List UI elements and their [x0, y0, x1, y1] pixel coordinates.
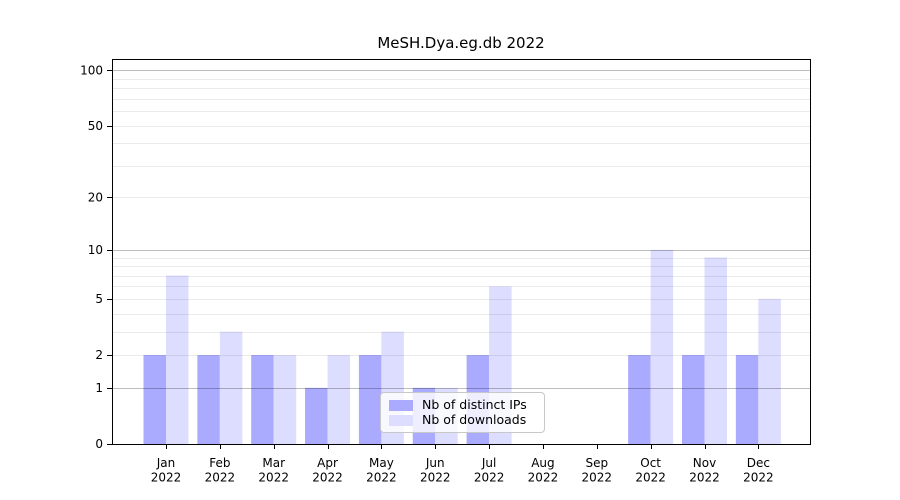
- y-tick-label: 10: [88, 243, 103, 257]
- bar-ips-1: [197, 355, 220, 444]
- x-tick-label-year: 2022: [528, 471, 559, 485]
- bar-ips-2: [251, 355, 274, 444]
- plot-border: [112, 59, 811, 445]
- x-tick-label-year: 2022: [582, 471, 613, 485]
- legend: Nb of distinct IPs Nb of downloads: [380, 392, 545, 433]
- bar-ips-3: [305, 387, 328, 444]
- x-tick-label-month: Apr: [317, 456, 338, 470]
- y-tick-label: 50: [88, 119, 103, 133]
- x-tick-label-year: 2022: [366, 471, 397, 485]
- x-tick-label-year: 2022: [474, 471, 505, 485]
- x-tick-label-month: Feb: [209, 456, 230, 470]
- x-tick-label-month: Mar: [262, 456, 285, 470]
- bar-dl-1: [219, 331, 243, 444]
- x-tick-label-year: 2022: [689, 471, 720, 485]
- bar-ips-9: [628, 355, 651, 444]
- y-axis: 0 1 2 5 10 20 50 100: [80, 63, 112, 451]
- chart-title: MeSH.Dya.eg.db 2022: [377, 34, 545, 52]
- legend-label-distinct-ips: Nb of distinct IPs: [422, 397, 527, 412]
- x-tick-label-month: May: [369, 456, 394, 470]
- legend-swatch-distinct-ips: [389, 399, 413, 411]
- x-tick-label-month: Oct: [640, 456, 661, 470]
- x-tick-label-month: Aug: [531, 456, 554, 470]
- x-tick-label-month: Jul: [481, 456, 496, 470]
- y-tick-label: 100: [80, 63, 103, 77]
- x-tick-label-month: Dec: [747, 456, 770, 470]
- bar-dl-3: [327, 355, 351, 444]
- x-axis: Jan2022Feb2022Mar2022Apr2022May2022Jun20…: [151, 444, 774, 485]
- x-tick-label-month: Nov: [693, 456, 716, 470]
- bar-dl-9: [650, 249, 674, 444]
- bar-dl-2: [273, 355, 297, 444]
- x-tick-label-month: Jun: [425, 456, 445, 470]
- y-tick-label: 2: [95, 348, 103, 362]
- x-tick-label-year: 2022: [312, 471, 343, 485]
- x-tick-label-year: 2022: [151, 471, 182, 485]
- legend-swatch-downloads: [389, 414, 413, 426]
- x-tick-label-year: 2022: [258, 471, 289, 485]
- legend-label-downloads: Nb of downloads: [422, 412, 527, 427]
- y-tick-label: 5: [95, 292, 103, 306]
- bar-ips-0: [143, 355, 166, 444]
- x-tick-label-year: 2022: [635, 471, 666, 485]
- bar-dl-0: [166, 275, 189, 444]
- bar-dl-10: [704, 257, 727, 444]
- legend-item-downloads: Nb of downloads: [389, 413, 535, 427]
- bar-ips-10: [682, 355, 705, 444]
- x-tick-label-year: 2022: [743, 471, 774, 485]
- y-tick-label: 20: [88, 191, 103, 205]
- legend-item-distinct-ips: Nb of distinct IPs: [389, 398, 535, 412]
- x-tick-label-year: 2022: [205, 471, 236, 485]
- bar-dl-11: [758, 298, 781, 444]
- x-tick-label-month: Jan: [156, 456, 176, 470]
- gridlines: [112, 70, 810, 389]
- y-tick-label: 1: [95, 381, 103, 395]
- bar-ips-11: [735, 355, 759, 444]
- y-tick-label: 0: [95, 437, 103, 451]
- bar-ips-4: [358, 355, 382, 444]
- x-tick-label-year: 2022: [420, 471, 451, 485]
- x-tick-label-month: Sep: [585, 456, 608, 470]
